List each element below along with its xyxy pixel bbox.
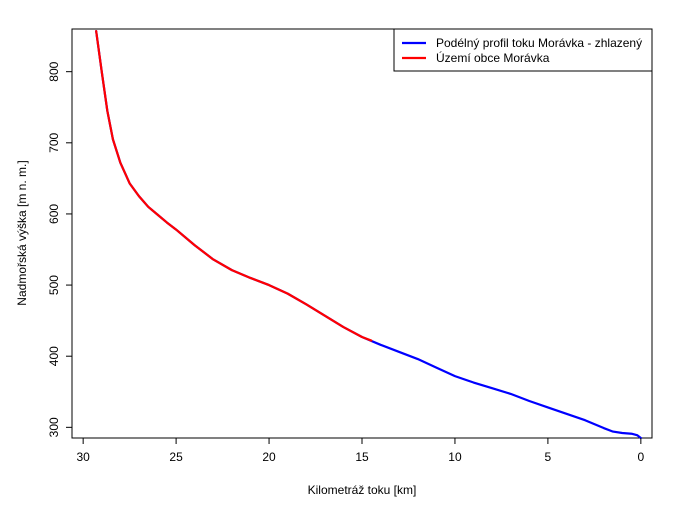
x-axis-title: Kilometráž toku [km] [308, 483, 417, 497]
x-tick-label: 25 [169, 450, 183, 464]
series-lines [95, 30, 642, 440]
x-tick-label: 30 [76, 450, 90, 464]
y-tick-label: 600 [47, 204, 61, 224]
x-axis: 30 25 20 15 10 5 0 [76, 438, 645, 464]
series-line-1 [95, 30, 642, 440]
x-tick-label: 5 [545, 450, 552, 464]
x-tick-label: 10 [448, 450, 462, 464]
y-tick-label: 400 [47, 346, 61, 366]
series-line-2 [95, 30, 373, 342]
legend: Podélný profil toku Morávka - zhlazenýÚz… [393, 28, 653, 72]
legend-label-1: Podélný profil toku Morávka - zhlazený [436, 36, 642, 50]
x-tick-label: 15 [355, 450, 369, 464]
legend-label-2: Území obce Morávka [436, 50, 550, 65]
y-tick-label: 700 [47, 132, 61, 152]
y-tick-label: 800 [47, 61, 61, 81]
y-axis: 300 400 500 600 700 800 [47, 61, 72, 437]
legend-box [393, 28, 653, 72]
y-tick-label: 500 [47, 275, 61, 295]
x-tick-label: 0 [638, 450, 645, 464]
x-tick-label: 20 [262, 450, 276, 464]
y-tick-label: 300 [47, 417, 61, 437]
plot-frame [71, 28, 653, 439]
y-axis-title: Nadmořská výška [m n. m.] [15, 160, 29, 305]
